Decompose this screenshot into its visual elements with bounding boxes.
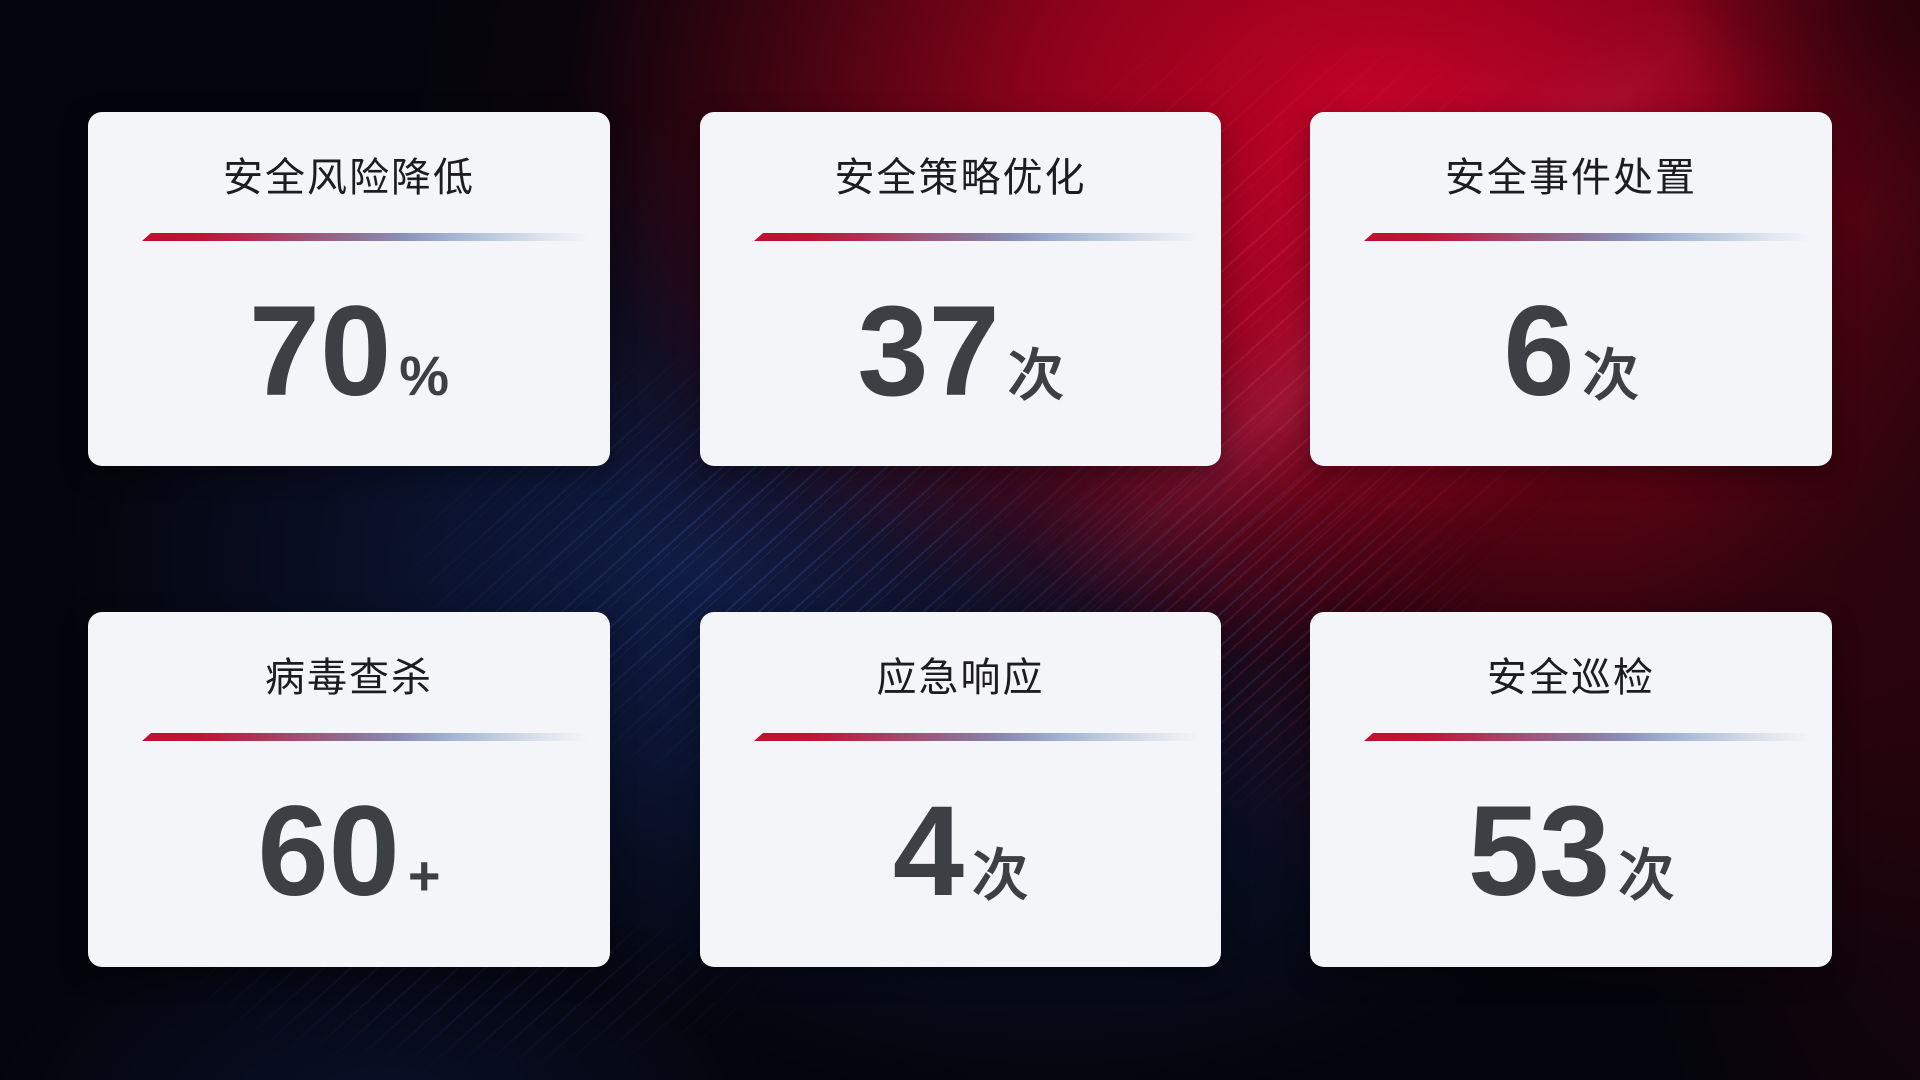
card-divider	[1364, 733, 1824, 741]
card-unit: 次	[1618, 844, 1675, 907]
card-title: 安全策略优化	[834, 156, 1087, 200]
card-title: 安全巡检	[1487, 656, 1655, 700]
card-value: 37	[857, 280, 1000, 423]
card-title: 应急响应	[876, 656, 1045, 700]
card-title: 安全风险降低	[223, 156, 475, 200]
stat-card-emergency-response: 应急响应 4 次	[700, 612, 1221, 967]
card-unit: +	[407, 844, 441, 907]
card-stat: 4 次	[700, 788, 1221, 938]
card-unit: 次	[1582, 344, 1639, 407]
card-unit: 次	[1007, 344, 1064, 407]
card-divider	[142, 233, 602, 241]
card-stat: 53 次	[1310, 788, 1832, 938]
card-divider	[142, 733, 602, 741]
card-title: 安全事件处置	[1445, 156, 1697, 200]
card-value: 53	[1467, 780, 1611, 923]
card-value: 4	[892, 780, 965, 923]
card-stat: 60 +	[88, 788, 610, 938]
stat-card-security-policy-optimization: 安全策略优化 37 次	[700, 112, 1221, 466]
card-unit: 次	[972, 844, 1029, 907]
card-divider	[754, 233, 1213, 241]
card-stat: 70 %	[88, 288, 610, 438]
card-stat: 37 次	[700, 288, 1221, 438]
stat-card-virus-scan: 病毒查杀 60 +	[88, 612, 610, 967]
card-divider	[1364, 233, 1824, 241]
card-unit: %	[399, 344, 450, 407]
card-value: 70	[248, 280, 392, 423]
stat-card-security-inspection: 安全巡检 53 次	[1310, 612, 1832, 967]
stat-card-security-incident-handling: 安全事件处置 6 次	[1310, 112, 1832, 466]
card-value: 60	[257, 780, 400, 923]
card-divider	[754, 733, 1213, 741]
stat-card-security-risk-reduction: 安全风险降低 70 %	[88, 112, 610, 466]
card-stat: 6 次	[1310, 288, 1832, 438]
card-title: 病毒查杀	[265, 656, 433, 700]
card-value: 6	[1503, 280, 1575, 423]
